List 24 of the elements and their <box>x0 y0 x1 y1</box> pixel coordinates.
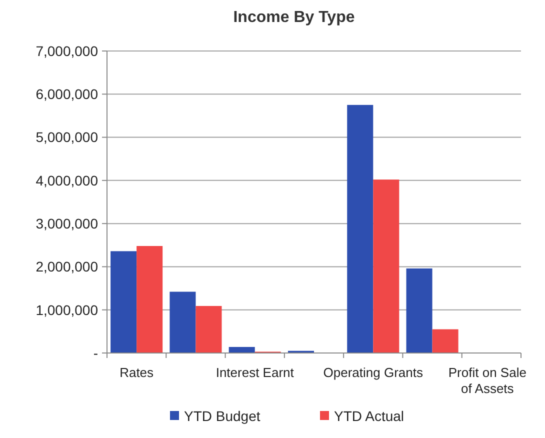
x-tick-label: Profit on Sale of Assets <box>448 365 526 396</box>
y-tick-label: 6,000,000 <box>36 86 98 102</box>
bar <box>347 104 374 353</box>
bar <box>110 251 137 353</box>
bar <box>406 268 432 353</box>
legend-label: YTD Budget <box>184 408 260 424</box>
legend-label: YTD Actual <box>334 408 404 424</box>
bar <box>196 306 222 353</box>
y-tick-label: 3,000,000 <box>36 215 98 232</box>
y-tick-label: 5,000,000 <box>36 129 98 146</box>
bar <box>170 292 196 353</box>
bar <box>228 346 255 353</box>
y-tick-label: 1,000,000 <box>36 302 98 318</box>
y-tick-label: - <box>93 344 98 361</box>
bar <box>432 329 458 353</box>
bar <box>136 246 163 353</box>
bar <box>373 180 400 353</box>
x-tick-label: Interest Earnt <box>216 365 294 380</box>
y-tick-label: 2,000,000 <box>36 258 98 275</box>
y-tick-label: 4,000,000 <box>36 172 98 188</box>
x-tick-label: Rates <box>120 365 154 380</box>
x-tick-label: Operating Grants <box>323 365 424 380</box>
y-tick-label: 7,000,000 <box>36 42 98 59</box>
chart-title: Income By Type <box>233 9 355 26</box>
